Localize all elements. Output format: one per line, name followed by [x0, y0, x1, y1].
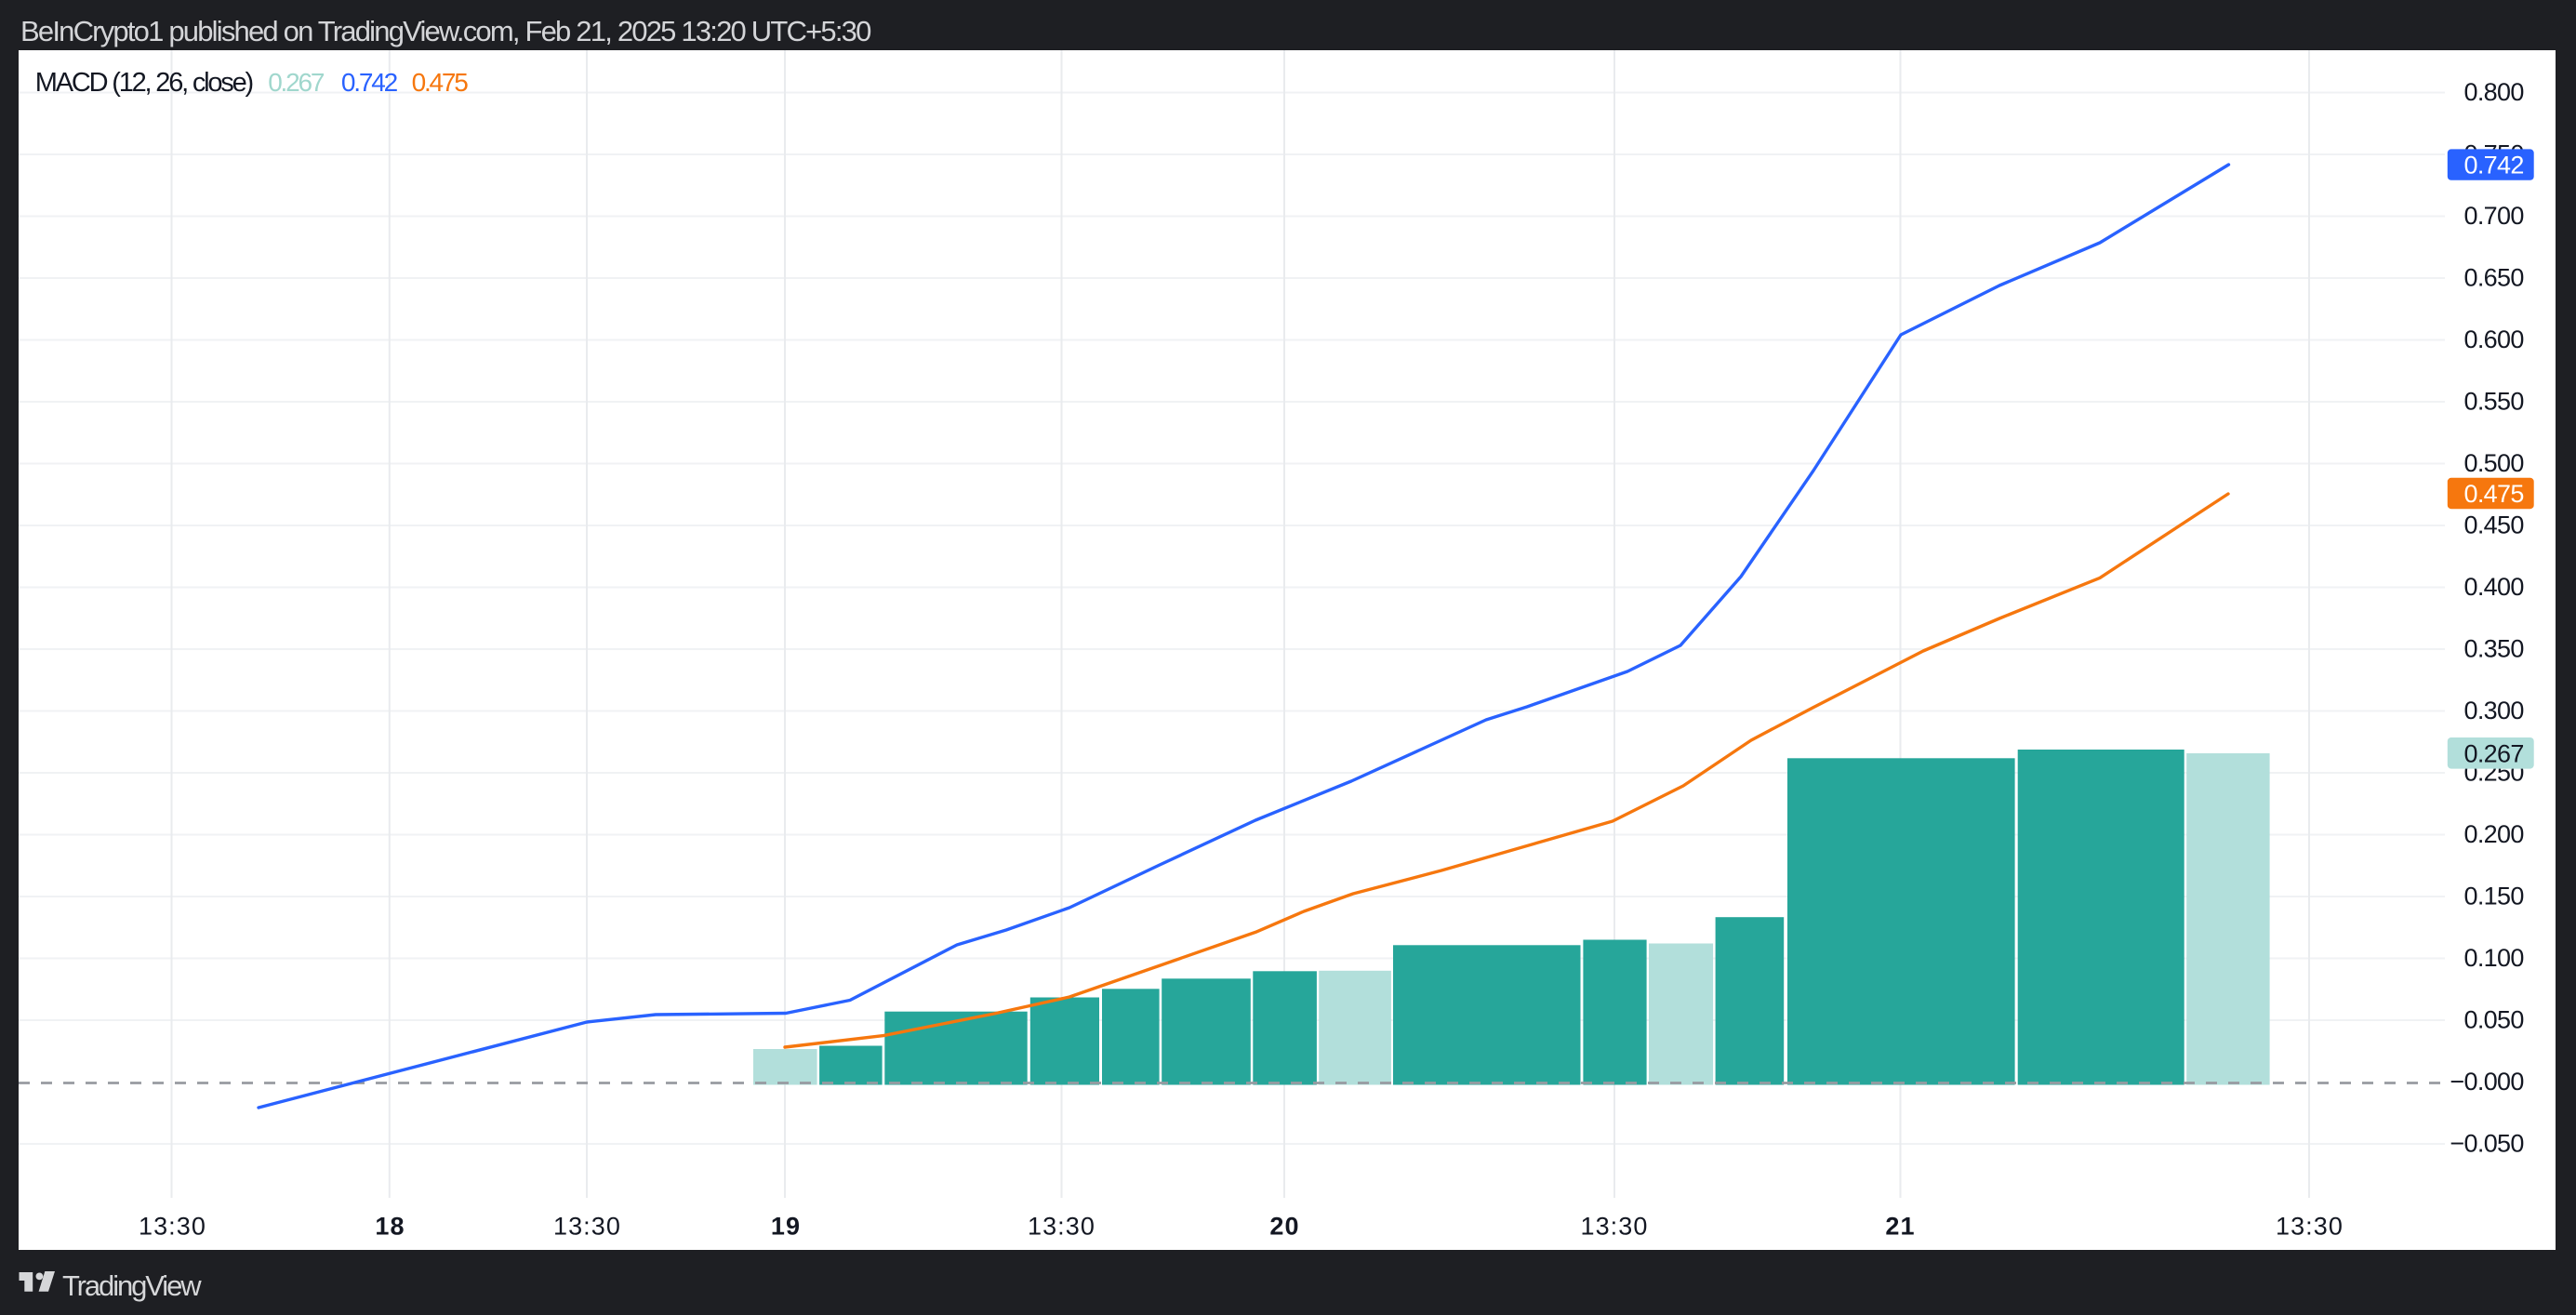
svg-text:0.475: 0.475 [412, 68, 469, 97]
svg-text:21: 21 [1885, 1213, 1915, 1241]
svg-text:0.400: 0.400 [2463, 573, 2523, 601]
svg-text:MACD (12, 26, close): MACD (12, 26, close) [35, 68, 253, 98]
svg-text:20: 20 [1269, 1213, 1299, 1241]
svg-text:0.500: 0.500 [2463, 449, 2523, 477]
svg-text:0.150: 0.150 [2463, 883, 2523, 910]
svg-text:0.050: 0.050 [2463, 1006, 2523, 1034]
svg-text:0.700: 0.700 [2463, 202, 2523, 230]
svg-text:0.742: 0.742 [2463, 151, 2523, 179]
svg-text:19: 19 [771, 1213, 801, 1241]
svg-text:−0.050: −0.050 [2450, 1130, 2523, 1158]
svg-text:0.300: 0.300 [2463, 697, 2523, 724]
svg-text:0.475: 0.475 [2463, 480, 2523, 508]
svg-text:0.267: 0.267 [268, 68, 325, 97]
svg-text:0.100: 0.100 [2463, 944, 2523, 972]
svg-text:0.650: 0.650 [2463, 264, 2523, 292]
svg-text:18: 18 [375, 1213, 405, 1241]
svg-text:0.350: 0.350 [2463, 635, 2523, 663]
svg-text:0.450: 0.450 [2463, 511, 2523, 539]
svg-text:0.267: 0.267 [2463, 740, 2523, 768]
svg-text:0.800: 0.800 [2463, 78, 2523, 106]
svg-text:13:30: 13:30 [2276, 1213, 2344, 1241]
svg-text:−0.000: −0.000 [2450, 1068, 2523, 1096]
svg-text:13:30: 13:30 [1580, 1213, 1648, 1241]
svg-text:13:30: 13:30 [139, 1213, 206, 1241]
svg-text:13:30: 13:30 [1028, 1213, 1095, 1241]
svg-text:0.600: 0.600 [2463, 325, 2523, 353]
svg-text:0.742: 0.742 [341, 68, 398, 97]
svg-text:0.550: 0.550 [2463, 388, 2523, 416]
svg-text:13:30: 13:30 [553, 1213, 621, 1241]
svg-text:0.200: 0.200 [2463, 820, 2523, 848]
